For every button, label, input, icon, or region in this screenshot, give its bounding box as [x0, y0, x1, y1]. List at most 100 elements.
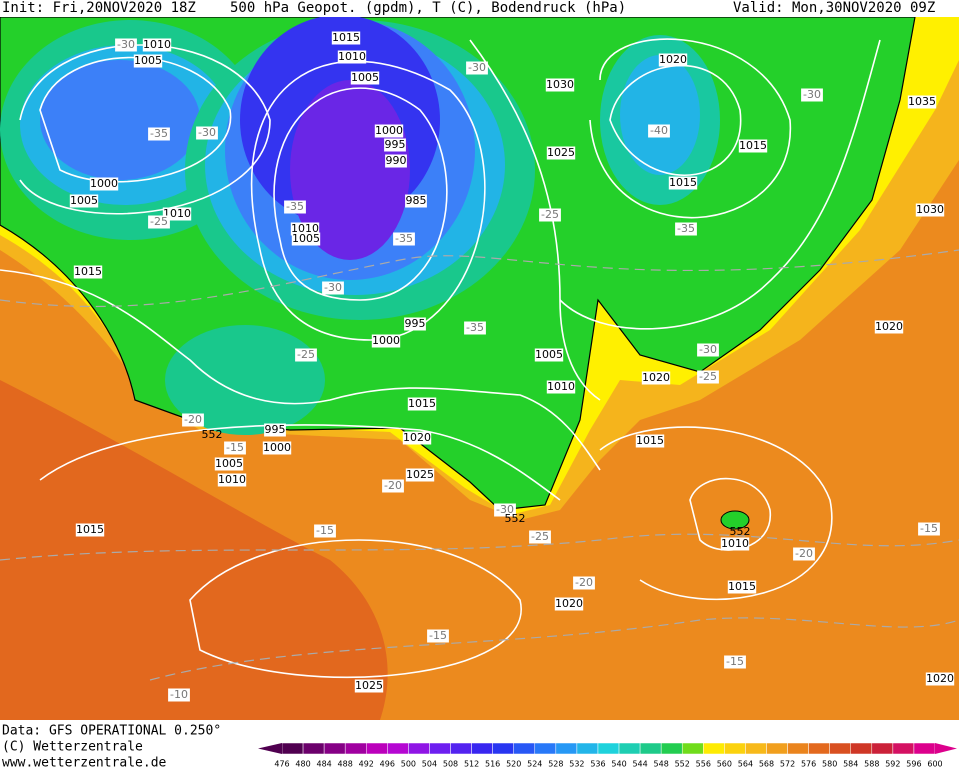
legend-swatch: [576, 742, 599, 755]
legend-label: 524: [527, 760, 542, 769]
legend-swatch: [323, 742, 346, 755]
pressure-label-text: 1030: [916, 203, 944, 216]
temperature-label: -25: [539, 208, 561, 222]
pressure-label: 1020: [658, 53, 688, 67]
temperature-label: -35: [284, 200, 306, 214]
temperature-label-box: [148, 215, 170, 229]
pressure-label: 995: [384, 138, 406, 152]
temperature-label-box: [529, 530, 551, 544]
temperature-label-text: -30: [198, 126, 216, 139]
legend-swatch: [429, 742, 451, 755]
pressure-label: 995: [404, 317, 426, 331]
legend-label: 564: [738, 760, 753, 769]
pressure-label-box: [546, 380, 576, 394]
pressure-label-text: 1015: [74, 265, 102, 278]
pressure-label-text: 995: [405, 317, 426, 330]
temperature-label-text: -30: [468, 61, 486, 74]
temperature-label-box: [284, 200, 306, 214]
temperature-label-box: [793, 547, 815, 561]
pressure-label-box: [534, 348, 564, 362]
copyright: (C) Wetterzentrale: [2, 740, 143, 755]
isobar: [689, 477, 771, 551]
legend-label: 532: [569, 760, 584, 769]
legend-label: 544: [632, 760, 647, 769]
isobars: [0, 38, 959, 681]
pressure-label-box: [89, 177, 119, 191]
pressure-label-text: 1005: [134, 54, 162, 67]
temperature-label: -30: [494, 503, 516, 517]
pressure-label-box: [331, 31, 361, 45]
pressure-label: 1020: [641, 371, 671, 385]
temperature-label: -35: [464, 321, 486, 335]
legend-label: 588: [864, 760, 879, 769]
legend-swatch: [703, 742, 725, 755]
temperature-label-text: -15: [226, 441, 244, 454]
legend-arrow-left: [258, 743, 282, 754]
legend-swatch: [850, 742, 873, 755]
legend-swatch: [281, 742, 304, 755]
init-time: Init: Fri,20NOV2020 18Z: [2, 0, 196, 16]
temperature-label-text: -25: [297, 348, 315, 361]
temperature-label: -25: [148, 215, 170, 229]
temperature-label: -15: [724, 655, 746, 669]
map-field: [0, 15, 959, 720]
pressure-label-text: 1015: [76, 523, 104, 536]
height-label: 552: [505, 512, 526, 525]
temperature-label-box: [196, 126, 218, 140]
legend-label: 488: [338, 760, 353, 769]
pressure-label-box: [925, 672, 955, 686]
pressure-label: 1020: [554, 597, 584, 611]
temperature-label-text: -30: [803, 88, 821, 101]
pressure-label-text: 990: [386, 154, 407, 167]
legend-swatch: [618, 742, 641, 755]
legend-swatch: [639, 742, 662, 755]
height-label: 552: [202, 428, 223, 441]
legend-label: 480: [295, 760, 310, 769]
pressure-label-box: [69, 194, 99, 208]
pressure-label-box: [407, 397, 437, 411]
map-labels: 1010100510151010100510009959909851010100…: [69, 31, 955, 702]
pressure-label: 1025: [354, 679, 384, 693]
legend-swatch: [913, 742, 936, 755]
isotherm: [0, 533, 959, 561]
legend-swatch: [387, 742, 409, 755]
pressure-label-box: [658, 53, 688, 67]
temperature-label: -35: [393, 232, 415, 246]
legend-swatch: [513, 742, 536, 755]
pressure-label-text: 995: [385, 138, 406, 151]
pressure-label: 1000: [262, 441, 292, 455]
isotherm: [0, 249, 959, 308]
pressure-label-box: [133, 54, 163, 68]
pressure-label-text: 1020: [555, 597, 583, 610]
pressure-label: 995: [264, 423, 286, 437]
pressure-label-text: 1010: [547, 380, 575, 393]
pressure-label-box: [554, 597, 584, 611]
temperature-label-text: -20: [384, 479, 402, 492]
temperature-label: -30: [196, 126, 218, 140]
pressure-label-box: [350, 71, 380, 85]
pressure-label-text: 1005: [215, 457, 243, 470]
temperature-label: -15: [314, 524, 336, 538]
pressure-label-box: [720, 537, 750, 551]
legend-swatch: [366, 742, 388, 755]
legend-label: 500: [401, 760, 416, 769]
field-teal-sw: [165, 325, 325, 435]
legend-label: 492: [359, 760, 374, 769]
pressure-label: 1010: [217, 473, 247, 487]
legend-label: 496: [380, 760, 395, 769]
legend-label: 592: [885, 760, 900, 769]
pressure-label: 1005: [291, 232, 321, 246]
isobar: [599, 426, 833, 601]
temperature-label-text: -25: [699, 370, 717, 383]
pressure-label-text: 1025: [406, 468, 434, 481]
pressure-label-box: [264, 423, 286, 437]
height-label: 552: [730, 525, 751, 538]
temperature-label-box: [464, 321, 486, 335]
pressure-label-box: [405, 468, 435, 482]
height-label-text: 552: [202, 428, 223, 441]
pressure-label-box: [668, 176, 698, 190]
temperature-label: -15: [224, 441, 246, 455]
temperature-label: -30: [466, 61, 488, 75]
temperature-label-box: [148, 127, 170, 141]
legend-swatch: [492, 742, 514, 755]
